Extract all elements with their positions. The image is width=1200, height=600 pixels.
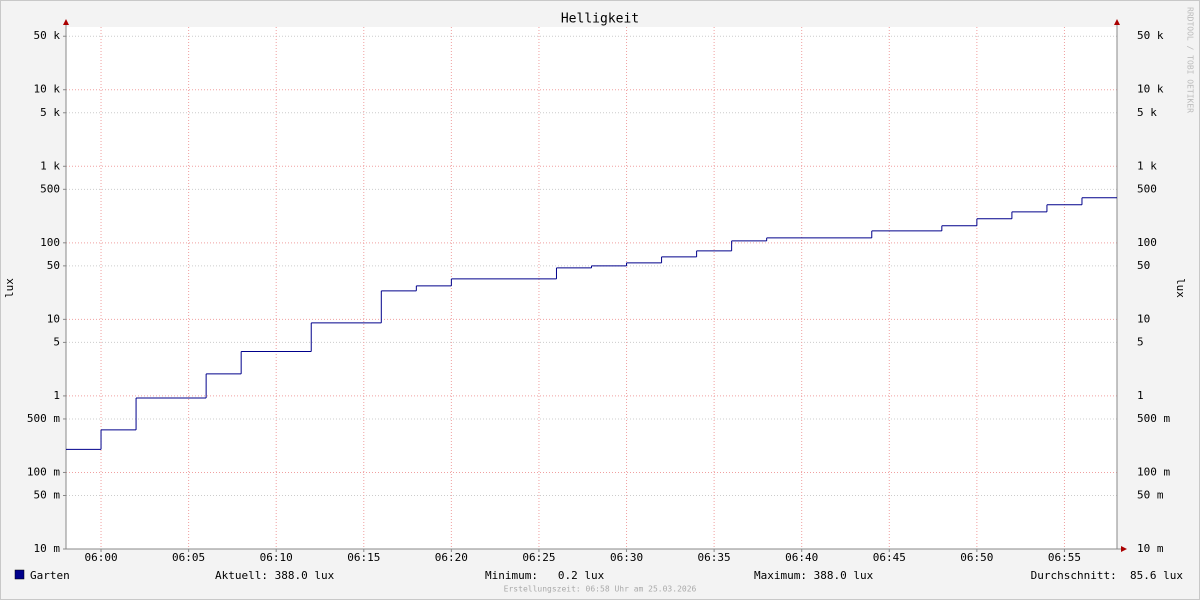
- legend-swatch: [14, 569, 25, 580]
- y-tick-label: 1: [53, 389, 60, 402]
- y-tick-label: 10 m: [34, 542, 61, 555]
- legend-stat: Minimum: 0.2 lux: [485, 569, 605, 582]
- legend-stat: Maximum: 388.0 lux: [754, 569, 874, 582]
- y2-tick-label: 50 k: [1137, 29, 1164, 42]
- y2-tick-label: 5: [1137, 335, 1144, 348]
- y2-tick-label: 500 m: [1137, 412, 1170, 425]
- y-tick-label: 50 k: [34, 29, 61, 42]
- axis-arrow: [63, 19, 69, 25]
- y2-axis-label: lux: [1174, 278, 1187, 298]
- y2-tick-label: 100: [1137, 236, 1157, 249]
- y2-tick-label: 10 m: [1137, 542, 1164, 555]
- y-tick-label: 5 k: [40, 106, 60, 119]
- y-tick-label: 500 m: [27, 412, 60, 425]
- y-tick-label: 100 m: [27, 465, 60, 478]
- legend-stat: Aktuell: 388.0 lux: [215, 569, 335, 582]
- plot-area: [66, 27, 1117, 549]
- y2-tick-label: 10: [1137, 312, 1150, 325]
- x-tick-label: 06:35: [698, 551, 731, 564]
- y2-tick-label: 100 m: [1137, 465, 1170, 478]
- y-axis-label: lux: [3, 278, 16, 298]
- x-tick-label: 06:45: [873, 551, 906, 564]
- x-tick-label: 06:40: [785, 551, 818, 564]
- watermark: RRDTOOL / TOBI OETIKER: [1186, 7, 1195, 113]
- x-tick-label: 06:55: [1048, 551, 1081, 564]
- x-tick-label: 06:20: [435, 551, 468, 564]
- y2-tick-label: 50: [1137, 259, 1150, 272]
- y2-tick-label: 10 k: [1137, 83, 1164, 96]
- axis-arrow: [1121, 546, 1127, 552]
- y2-tick-label: 500: [1137, 182, 1157, 195]
- legend-stat: Durchschnitt: 85.6 lux: [1031, 569, 1184, 582]
- legend-label: Garten: [30, 569, 70, 582]
- y-tick-label: 500: [40, 182, 60, 195]
- x-tick-label: 06:05: [172, 551, 205, 564]
- axis-arrow: [1114, 19, 1120, 25]
- y2-tick-label: 1: [1137, 389, 1144, 402]
- y-tick-label: 10 k: [34, 83, 61, 96]
- y-tick-label: 100: [40, 236, 60, 249]
- y2-tick-label: 50 m: [1137, 488, 1164, 501]
- x-tick-label: 06:30: [610, 551, 643, 564]
- y2-tick-label: 5 k: [1137, 106, 1157, 119]
- y-tick-label: 10: [47, 312, 60, 325]
- x-tick-label: 06:00: [84, 551, 117, 564]
- chart-title: Helligkeit: [561, 12, 639, 27]
- footer: Erstellungszeit: 06:58 Uhr am 25.03.2026: [504, 585, 697, 594]
- y-tick-label: 50 m: [34, 488, 61, 501]
- x-tick-label: 06:10: [260, 551, 293, 564]
- y2-tick-label: 1 k: [1137, 159, 1157, 172]
- x-tick-label: 06:50: [960, 551, 993, 564]
- y-tick-label: 1 k: [40, 159, 60, 172]
- x-tick-label: 06:25: [522, 551, 555, 564]
- y-tick-label: 50: [47, 259, 60, 272]
- x-tick-label: 06:15: [347, 551, 380, 564]
- y-tick-label: 5: [53, 335, 60, 348]
